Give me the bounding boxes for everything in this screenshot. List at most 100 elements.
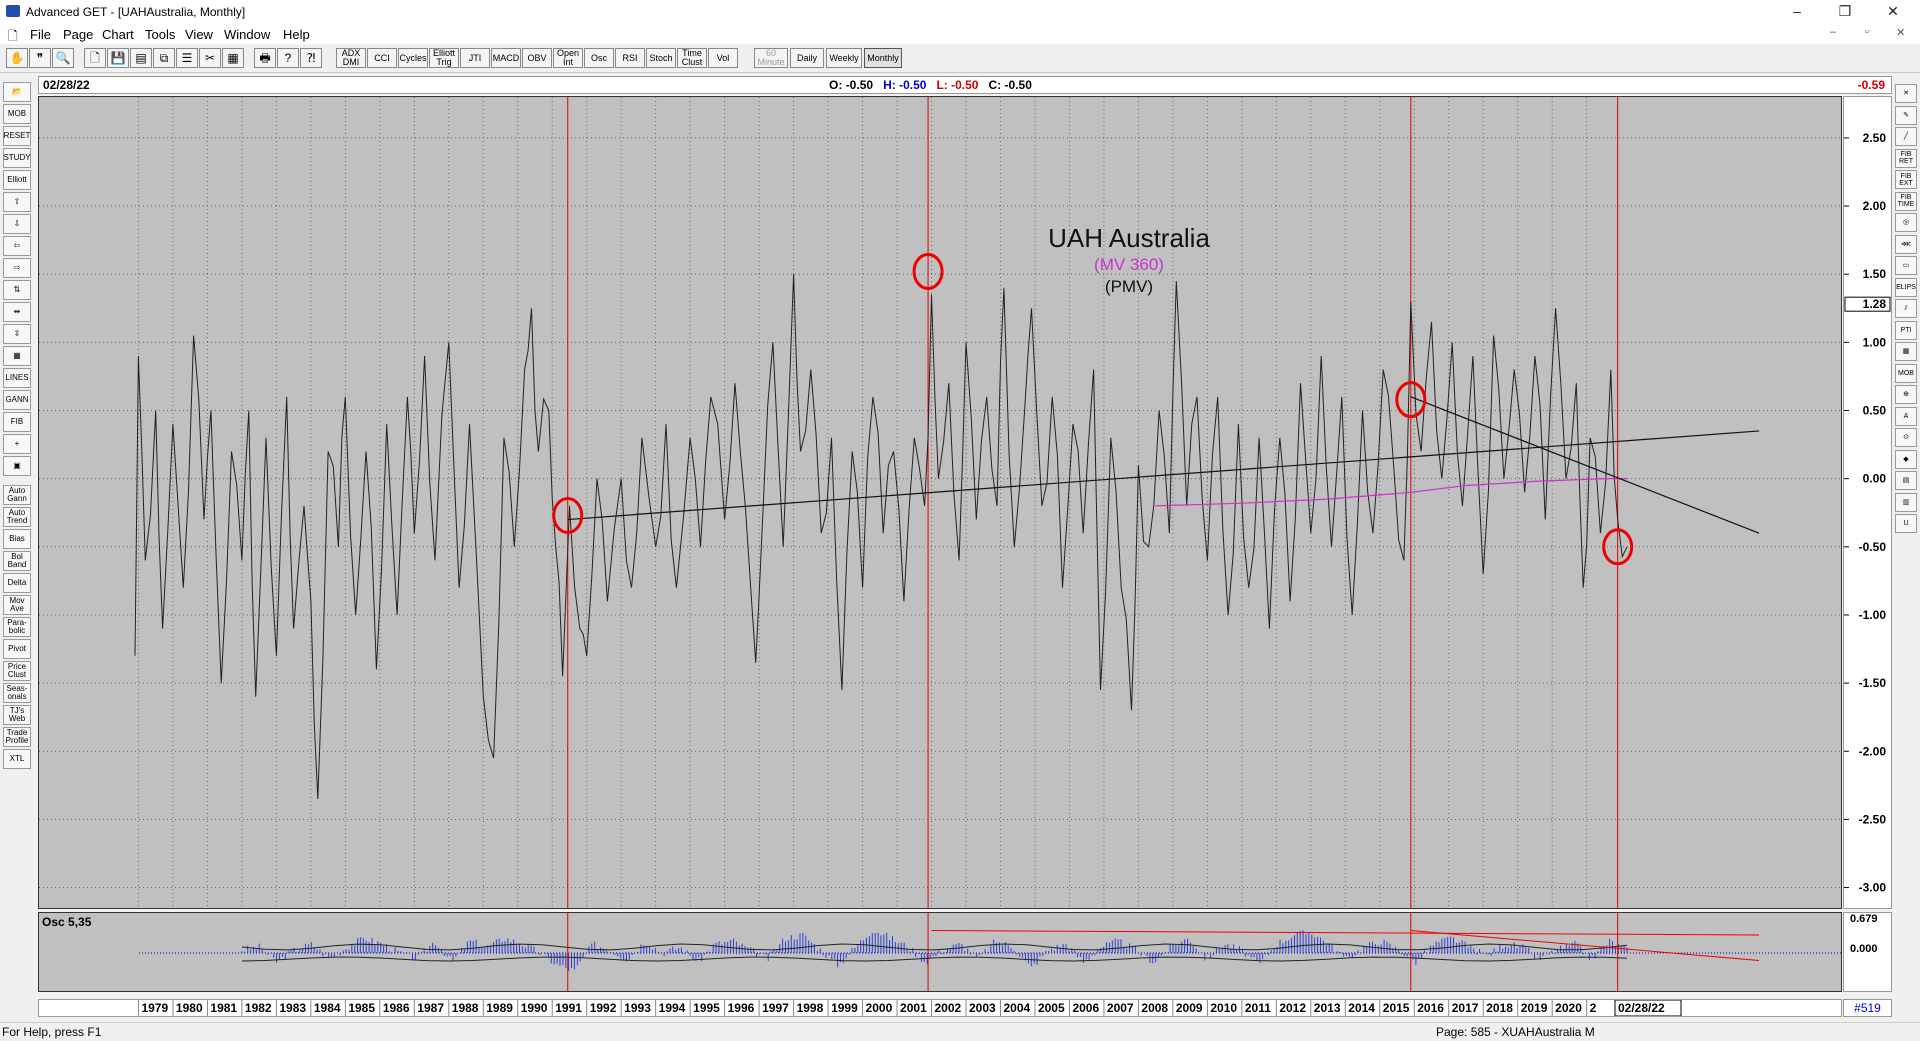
cycles-button[interactable]: Cycles <box>398 48 428 68</box>
close-button[interactable]: ✕ <box>1887 3 1899 19</box>
price-chart[interactable]: UAH Australia (MV 360) (PMV) <box>38 96 1842 909</box>
save-icon[interactable]: 💾 <box>107 48 129 68</box>
left-tool-x-7[interactable]: ⇦ <box>3 236 31 256</box>
right-tool-x-0[interactable]: ✕ <box>1895 84 1917 103</box>
help-pointer-icon[interactable]: ⁈ <box>300 48 322 68</box>
left-tool-x-17[interactable]: ▣ <box>3 456 31 476</box>
osc-trend-line-1[interactable] <box>1410 930 1760 961</box>
adx-dmi-button[interactable]: ADX DMI <box>336 48 366 68</box>
left-tool-tj-s-web-28[interactable]: TJ's Web <box>3 705 31 725</box>
period-weekly-button[interactable]: Weekly <box>826 48 862 68</box>
right-tool-x-7[interactable]: ⋘ <box>1895 234 1917 254</box>
left-tool-x-10[interactable]: ⇹ <box>3 302 31 322</box>
right-tool-x-16[interactable]: ⊙ <box>1895 428 1917 447</box>
left-tool-bias-20[interactable]: Bias <box>3 529 31 549</box>
left-tool-x-8[interactable]: ⇨ <box>3 258 31 278</box>
right-tool-pti-11[interactable]: PTI <box>1895 320 1917 340</box>
mdi-close-button[interactable]: ✕ <box>1896 27 1906 39</box>
magnify-icon[interactable]: 🔍 <box>52 48 74 68</box>
left-tool-price-clust-26[interactable]: Price Clust <box>3 661 31 681</box>
right-tool-fib-ret-3[interactable]: FIB RET <box>1895 148 1917 168</box>
menu-view[interactable]: View <box>185 27 213 42</box>
left-tool-reset-2[interactable]: RESET <box>3 126 31 146</box>
right-tool-fib-time-5[interactable]: FIB TIME <box>1895 191 1917 211</box>
left-tool-x-6[interactable]: ⇩ <box>3 214 31 234</box>
obv-button[interactable]: OBV <box>522 48 552 68</box>
menu-window[interactable]: Window <box>224 27 271 42</box>
left-tool-elliott-4[interactable]: Elliott <box>3 170 31 190</box>
left-tool-x-9[interactable]: ⇅ <box>3 280 31 300</box>
mdi-restore-button[interactable]: ▫ <box>1865 26 1869 38</box>
time-clust-button[interactable]: Time Clust <box>677 48 707 68</box>
left-tool-x-12[interactable]: ▦ <box>3 346 31 366</box>
left-tool-seas-onals-27[interactable]: Seas-onals <box>3 683 31 703</box>
vol-button[interactable]: Vol <box>708 48 738 68</box>
price-chart-svg[interactable]: UAH Australia (MV 360) (PMV) <box>39 97 1841 908</box>
left-tool-gann-14[interactable]: GANN <box>3 390 31 410</box>
right-tool-x-6[interactable]: ◎ <box>1895 213 1917 232</box>
right-tool-x-14[interactable]: ⊕ <box>1895 385 1917 404</box>
left-tool-fib-15[interactable]: FIB <box>3 412 31 432</box>
left-tool-x-5[interactable]: ⇧ <box>3 192 31 212</box>
list-icon[interactable]: ☰ <box>176 48 198 68</box>
restore-button[interactable]: ❐ <box>1838 3 1852 19</box>
elliott-trig-button[interactable]: Elliott Trig <box>429 48 459 68</box>
print-preview-icon[interactable]: ▤ <box>130 48 152 68</box>
menu-file[interactable]: File <box>30 27 51 42</box>
menu-help[interactable]: Help <box>283 27 310 42</box>
right-tool-x-18[interactable]: ▤ <box>1895 471 1917 490</box>
left-tool-trade-profile-29[interactable]: Trade Profile <box>3 727 31 747</box>
right-tool-x-8[interactable]: ▭ <box>1895 256 1917 275</box>
left-tool-x-0[interactable]: 📂 <box>3 82 31 102</box>
copy-icon[interactable]: ⧉ <box>153 48 175 68</box>
period-60-minute-button[interactable]: 60 Minute <box>754 48 788 68</box>
rsi-button[interactable]: RSI <box>615 48 645 68</box>
quote-icon[interactable]: ❞ <box>29 48 51 68</box>
cci-button[interactable]: CCI <box>367 48 397 68</box>
right-tool-x-2[interactable]: ╱ <box>1895 127 1917 146</box>
minimize-button[interactable]: – <box>1793 3 1801 19</box>
menu-tools[interactable]: Tools <box>145 27 176 42</box>
osc-trend-line-0[interactable] <box>931 930 1760 936</box>
left-tool-x-11[interactable]: ⇳ <box>3 324 31 344</box>
stoch-button[interactable]: Stoch <box>646 48 676 68</box>
left-tool-study-3[interactable]: STUDY <box>3 148 31 168</box>
left-tool-auto-gann-18[interactable]: Auto Gann <box>3 485 31 505</box>
right-tool-x-1[interactable]: ✎ <box>1895 105 1917 125</box>
right-tool-u-20[interactable]: U <box>1895 514 1917 533</box>
right-tool-elips-9[interactable]: ELIPS <box>1895 277 1917 297</box>
right-tool-fib-ext-4[interactable]: FIB EXT <box>1895 170 1917 189</box>
period-daily-button[interactable]: Daily <box>790 48 824 68</box>
mdi-minimize-button[interactable]: – <box>1830 26 1837 38</box>
left-tool-delta-22[interactable]: Delta <box>3 573 31 593</box>
osc-button[interactable]: Osc <box>584 48 614 68</box>
doc-icon[interactable]: 🗋 <box>8 29 18 43</box>
right-tool-x-12[interactable]: ▦ <box>1895 342 1917 361</box>
right-tool-a-15[interactable]: A <box>1895 406 1917 426</box>
jti-button[interactable]: JTI <box>460 48 490 68</box>
hand-icon[interactable]: ✋ <box>6 48 28 68</box>
left-tool-x-16[interactable]: + <box>3 434 31 454</box>
menu-page[interactable]: Page <box>63 27 94 42</box>
left-tool-para-bolic-24[interactable]: Para-bolic <box>3 617 31 637</box>
left-tool-mov-ave-23[interactable]: Mov Ave <box>3 595 31 615</box>
right-tool-mob-13[interactable]: MOB <box>1895 363 1917 383</box>
left-tool-xtl-30[interactable]: XTL <box>3 749 31 769</box>
left-tool-bol-band-21[interactable]: Bol Band <box>3 551 31 571</box>
left-tool-mob-1[interactable]: MOB <box>3 104 31 124</box>
right-tool-x-19[interactable]: ▥ <box>1895 492 1917 512</box>
help-icon[interactable]: ? <box>277 48 299 68</box>
trend-line-1[interactable] <box>1410 396 1760 534</box>
oscillator-panel[interactable]: Osc 5,35 <box>38 912 1842 992</box>
cut-icon[interactable]: ✂ <box>199 48 221 68</box>
left-tool-auto-trend-19[interactable]: Auto Trend <box>3 507 31 527</box>
grid-icon[interactable]: ▦ <box>222 48 244 68</box>
page-icon[interactable]: 🗋 <box>84 48 106 68</box>
menu-chart[interactable]: Chart <box>102 27 134 42</box>
right-tool-x-10[interactable]: ⫽ <box>1895 299 1917 318</box>
left-tool-pivot-25[interactable]: Pivot <box>3 639 31 659</box>
right-tool-x-17[interactable]: ◆ <box>1895 449 1917 469</box>
macd-button[interactable]: MACD <box>491 48 521 68</box>
printer-icon[interactable]: 🖶 <box>254 48 276 68</box>
open-int-button[interactable]: Open Int <box>553 48 583 68</box>
